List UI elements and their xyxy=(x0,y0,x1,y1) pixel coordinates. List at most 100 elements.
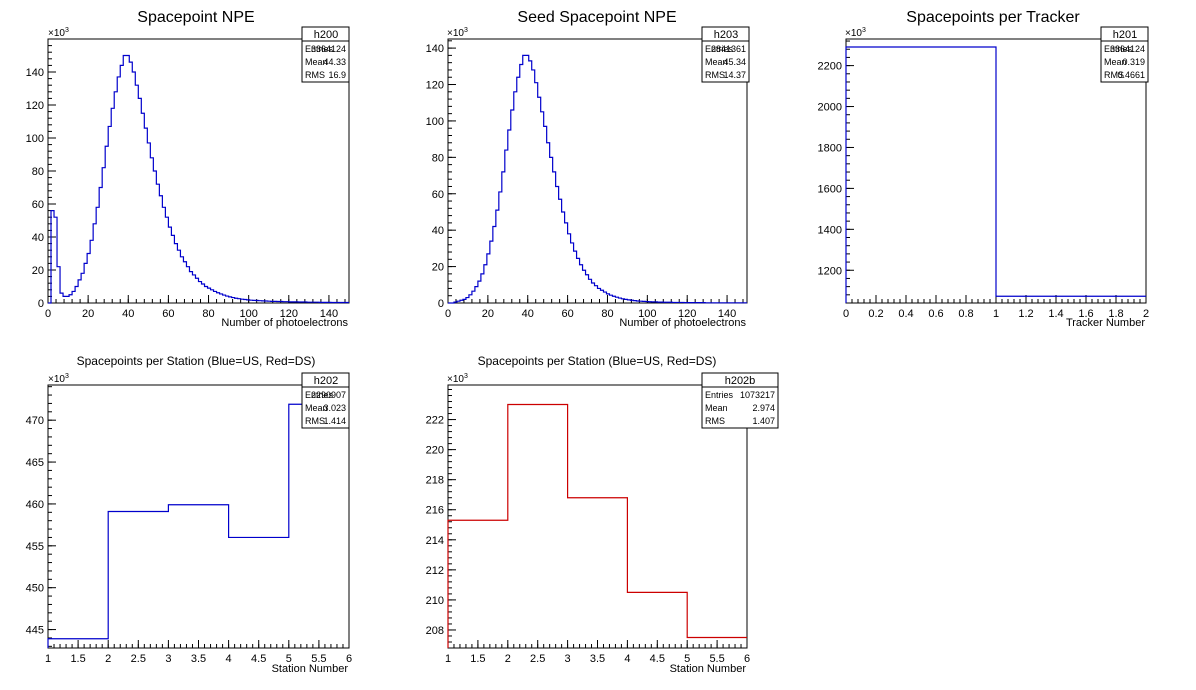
stats-entries-label: Entries xyxy=(705,44,734,54)
histogram-bin xyxy=(505,150,508,303)
histogram-bin xyxy=(544,126,547,303)
histogram-bin xyxy=(81,273,84,303)
histogram-bin xyxy=(108,511,168,648)
histogram-bin xyxy=(310,302,313,303)
histogram-bin xyxy=(123,56,126,304)
histogram-bin xyxy=(180,257,183,303)
histogram-bin xyxy=(687,637,747,648)
y-exponent-power: 3 xyxy=(65,27,69,34)
histogram-bin xyxy=(244,300,247,303)
histogram-bin xyxy=(846,47,996,303)
stats-entries-value: 2841361 xyxy=(711,44,746,54)
histogram-bin xyxy=(589,279,592,303)
histogram-bin xyxy=(283,302,286,303)
svg-text:×103: ×103 xyxy=(447,27,468,39)
histogram-bin xyxy=(466,298,469,303)
histogram-bin xyxy=(259,301,262,303)
y-tick-label: 465 xyxy=(26,457,44,469)
histogram-bin xyxy=(627,300,630,303)
histogram-bin xyxy=(469,295,472,303)
y-exponent-label: ×103 xyxy=(48,373,69,385)
histogram-bin xyxy=(102,168,105,303)
x-tick-label: 3 xyxy=(165,653,171,665)
histogram-bin xyxy=(189,272,192,303)
y-exponent-power: 3 xyxy=(862,27,866,34)
stats-mean-value: 44.33 xyxy=(323,57,346,67)
x-tick-label: 1.2 xyxy=(1018,308,1033,320)
x-tick-label: 1.5 xyxy=(70,653,85,665)
histogram-bin xyxy=(147,143,150,303)
histogram-bin xyxy=(645,302,648,303)
x-tick-label: 3 xyxy=(565,653,571,665)
x-tick-label: 1.5 xyxy=(470,653,485,665)
x-tick-label: 1.6 xyxy=(1078,308,1093,320)
histogram-bin xyxy=(253,300,256,303)
histogram-bin xyxy=(132,72,135,303)
histogram-bin xyxy=(538,97,541,303)
stats-mean-label: Mean xyxy=(705,57,728,67)
stats-entries-value: 1073217 xyxy=(740,390,775,400)
histogram-bin xyxy=(111,108,114,303)
histogram-bin xyxy=(105,146,108,303)
stats-rms-label: RMS xyxy=(305,416,325,426)
y-tick-label: 100 xyxy=(26,133,44,145)
x-tick-label: 20 xyxy=(82,308,94,320)
histogram-bin xyxy=(247,300,250,303)
histogram-bin xyxy=(226,296,229,303)
stats-entries-label: Entries xyxy=(705,390,734,400)
y-exponent-base: ×10 xyxy=(48,374,65,385)
histogram-bin xyxy=(621,299,624,303)
histogram-bin xyxy=(457,301,460,303)
y-exponent-power: 3 xyxy=(464,373,468,380)
histogram-bin xyxy=(156,184,159,303)
histogram-bin xyxy=(595,286,598,303)
histogram-bin xyxy=(69,295,72,303)
histogram-bin xyxy=(274,301,277,303)
histogram-bin xyxy=(666,302,669,303)
x-axis-label: Station Number xyxy=(272,663,349,675)
histogram-bin xyxy=(681,302,684,303)
histogram-bin xyxy=(996,296,1146,303)
histogram-bin xyxy=(229,537,289,648)
histogram-bin xyxy=(241,299,244,303)
x-tick-label: 80 xyxy=(202,308,214,320)
stats-entries-value: 3364124 xyxy=(311,44,346,54)
stats-box: h200 Entries 3364124 Mean 44.33 RMS 16.9 xyxy=(301,26,350,83)
histogram-bin xyxy=(168,227,171,303)
x-tick-label: 0 xyxy=(843,308,849,320)
x-axis-label: Tracker Number xyxy=(1066,317,1145,329)
histogram-bin xyxy=(615,297,618,303)
histogram-bin xyxy=(484,265,487,303)
stats-rms-label: RMS xyxy=(1104,70,1124,80)
stats-mean-label: Mean xyxy=(705,403,728,413)
histogram-bin xyxy=(478,281,481,303)
x-tick-label: 120 xyxy=(280,308,298,320)
histogram-bin xyxy=(639,301,642,303)
x-axis-label: Number of photoelectrons xyxy=(619,317,746,329)
histogram-bin xyxy=(162,207,165,303)
histogram-line xyxy=(447,403,747,648)
x-tick-label: 2.5 xyxy=(131,653,146,665)
y-tick-label: 0 xyxy=(38,298,44,310)
histogram-bin xyxy=(502,172,505,303)
y-tick-label: 214 xyxy=(426,535,444,547)
y-tick-label: 2200 xyxy=(818,61,842,73)
stats-entries-label: Entries xyxy=(1104,44,1133,54)
stats-entries-value: 3364124 xyxy=(1110,44,1145,54)
histogram-bin xyxy=(541,112,544,303)
x-tick-label: 0.8 xyxy=(958,308,973,320)
histogram-bin xyxy=(463,299,466,303)
histogram-bin xyxy=(520,64,523,303)
histogram-bin xyxy=(220,294,223,303)
histogram-bin xyxy=(586,275,589,303)
histogram-bin xyxy=(51,211,54,303)
histogram-bin xyxy=(229,297,232,303)
histogram-bin xyxy=(286,302,289,303)
histogram-bin xyxy=(313,302,316,303)
histogram-bin xyxy=(138,98,141,303)
histogram-bin xyxy=(57,267,60,303)
y-tick-label: 80 xyxy=(432,152,444,164)
y-tick-label: 60 xyxy=(32,199,44,211)
x-tick-label: 1 xyxy=(445,653,451,665)
stats-mean-label: Mean xyxy=(1104,57,1127,67)
